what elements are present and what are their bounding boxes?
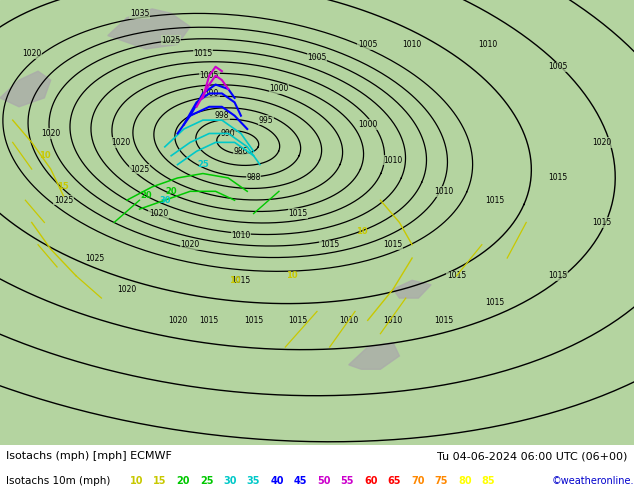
Text: 1015: 1015 bbox=[288, 316, 307, 325]
Text: 1010: 1010 bbox=[384, 156, 403, 165]
Text: 10: 10 bbox=[286, 271, 297, 280]
Text: 1000: 1000 bbox=[358, 120, 377, 129]
Text: 15: 15 bbox=[153, 476, 167, 486]
Text: 1015: 1015 bbox=[434, 316, 453, 325]
Text: 20: 20 bbox=[140, 191, 152, 200]
Text: 75: 75 bbox=[434, 476, 448, 486]
Text: 988: 988 bbox=[247, 173, 261, 182]
Text: 90: 90 bbox=[505, 476, 519, 486]
Text: 1025: 1025 bbox=[130, 165, 149, 173]
Text: 1020: 1020 bbox=[149, 209, 168, 218]
Text: Isotachs 10m (mph): Isotachs 10m (mph) bbox=[6, 476, 111, 486]
Text: 1015: 1015 bbox=[200, 316, 219, 325]
Text: 1015: 1015 bbox=[593, 218, 612, 227]
Text: 1020: 1020 bbox=[117, 285, 136, 294]
Text: 60: 60 bbox=[364, 476, 378, 486]
Polygon shape bbox=[108, 9, 190, 49]
Text: Isotachs (mph) [mph] ECMWF: Isotachs (mph) [mph] ECMWF bbox=[6, 451, 172, 461]
Text: 40: 40 bbox=[270, 476, 284, 486]
Text: 986: 986 bbox=[234, 147, 248, 156]
Text: 10: 10 bbox=[356, 227, 367, 236]
Text: 55: 55 bbox=[340, 476, 354, 486]
Text: 50: 50 bbox=[317, 476, 331, 486]
Text: 1005: 1005 bbox=[358, 40, 377, 49]
Text: 1015: 1015 bbox=[485, 196, 504, 205]
Text: 1025: 1025 bbox=[162, 36, 181, 45]
Text: 1025: 1025 bbox=[86, 253, 105, 263]
Text: 1015: 1015 bbox=[548, 173, 567, 182]
Text: 1010: 1010 bbox=[479, 40, 498, 49]
Text: 1025: 1025 bbox=[54, 196, 73, 205]
Text: 1005: 1005 bbox=[548, 62, 567, 71]
Text: 1010: 1010 bbox=[403, 40, 422, 49]
Text: 25: 25 bbox=[200, 476, 214, 486]
Text: 15: 15 bbox=[58, 182, 69, 192]
Text: 35: 35 bbox=[247, 476, 261, 486]
Text: 1015: 1015 bbox=[193, 49, 212, 58]
Text: 1020: 1020 bbox=[111, 138, 130, 147]
Text: 1005: 1005 bbox=[307, 53, 327, 62]
Text: 1005: 1005 bbox=[200, 71, 219, 80]
Text: 10: 10 bbox=[129, 476, 143, 486]
Text: 10: 10 bbox=[39, 151, 50, 160]
Text: Tu 04-06-2024 06:00 UTC (06+00): Tu 04-06-2024 06:00 UTC (06+00) bbox=[437, 451, 628, 461]
Text: 1015: 1015 bbox=[288, 209, 307, 218]
Text: 1020: 1020 bbox=[168, 316, 187, 325]
Text: 1020: 1020 bbox=[593, 138, 612, 147]
Text: 30: 30 bbox=[159, 196, 171, 205]
Text: 1015: 1015 bbox=[485, 298, 504, 307]
Text: 85: 85 bbox=[481, 476, 495, 486]
Text: ©weatheronline.co.uk: ©weatheronline.co.uk bbox=[552, 476, 634, 486]
Text: 45: 45 bbox=[294, 476, 307, 486]
Polygon shape bbox=[349, 343, 399, 369]
Text: 1010: 1010 bbox=[384, 316, 403, 325]
Text: 80: 80 bbox=[458, 476, 472, 486]
Text: 10: 10 bbox=[229, 276, 240, 285]
Text: 1010: 1010 bbox=[434, 187, 453, 196]
Text: 995: 995 bbox=[259, 116, 274, 124]
Text: 1000: 1000 bbox=[200, 89, 219, 98]
Text: 990: 990 bbox=[221, 129, 236, 138]
Text: 25: 25 bbox=[197, 160, 209, 169]
Polygon shape bbox=[0, 71, 51, 107]
Text: 1015: 1015 bbox=[244, 316, 263, 325]
Text: 1015: 1015 bbox=[447, 271, 466, 280]
Text: 998: 998 bbox=[215, 111, 229, 120]
Text: 1015: 1015 bbox=[384, 240, 403, 249]
Text: 1010: 1010 bbox=[339, 316, 358, 325]
Text: 1015: 1015 bbox=[548, 271, 567, 280]
Text: 1020: 1020 bbox=[41, 129, 60, 138]
Text: 1010: 1010 bbox=[231, 231, 250, 240]
Text: 1015: 1015 bbox=[231, 276, 250, 285]
Text: 1020: 1020 bbox=[181, 240, 200, 249]
Text: 20: 20 bbox=[165, 187, 177, 196]
Text: 30: 30 bbox=[223, 476, 237, 486]
Text: 1035: 1035 bbox=[130, 9, 149, 18]
Text: 20: 20 bbox=[176, 476, 190, 486]
Text: 70: 70 bbox=[411, 476, 425, 486]
Text: 1000: 1000 bbox=[269, 84, 288, 94]
Text: 1020: 1020 bbox=[22, 49, 41, 58]
Polygon shape bbox=[393, 280, 431, 298]
Text: 1015: 1015 bbox=[320, 240, 339, 249]
Text: 65: 65 bbox=[387, 476, 401, 486]
